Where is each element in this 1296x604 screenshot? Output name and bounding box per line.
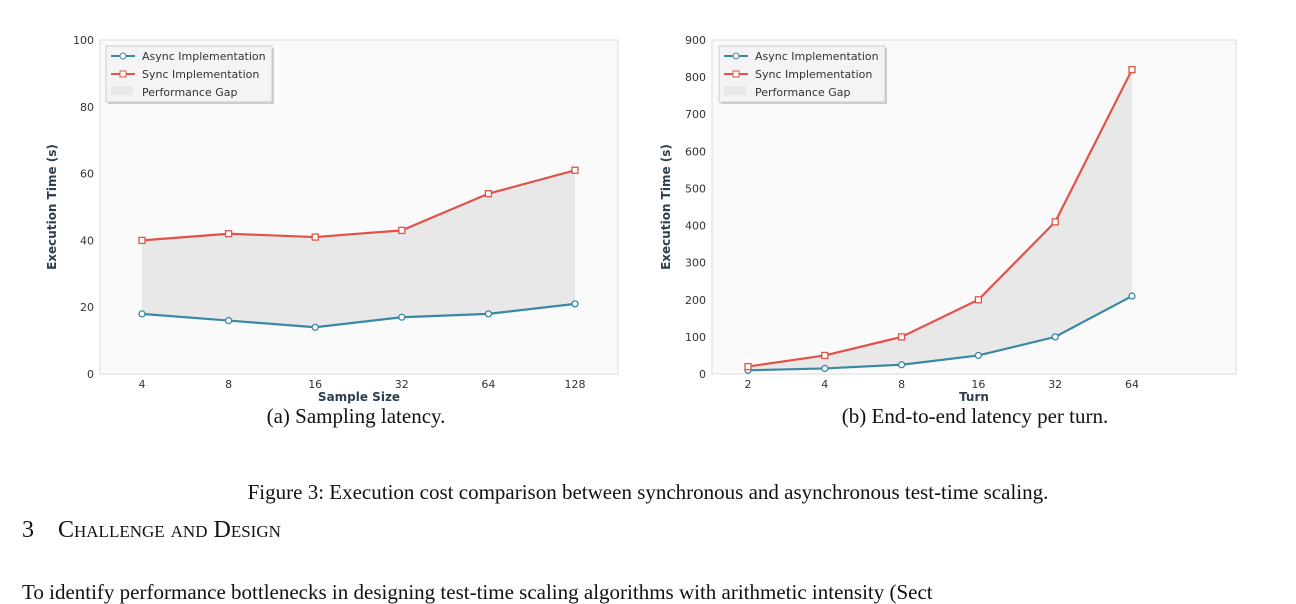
data-point-sync [821,351,829,360]
data-point-sync [224,230,233,238]
x-axis-label: Turn [959,390,989,404]
data-point-async [224,316,233,325]
data-point-async [1128,292,1136,300]
y-tick-label: 0 [87,368,94,381]
series-line-async [141,302,576,329]
data-point-sync [311,233,319,241]
data-point-sync [1051,218,1059,226]
y-tick-label: 100 [73,34,94,47]
y-tick-label: 800 [685,71,706,84]
y-tick-label: 20 [80,301,94,314]
subcaption-a: (a) Sampling latency. [266,404,446,428]
legend-label: Sync Implementation [755,68,872,81]
performance-gap-area [142,170,575,328]
legend-label: Performance Gap [142,86,237,99]
legend: Async Implementation Sync Implementation P… [105,45,274,104]
data-point-async [311,323,319,331]
section-number: 3 [22,517,34,543]
x-tick-label: 8 [225,378,232,391]
data-point-async [821,364,829,373]
x-tick-label: 128 [565,378,586,391]
x-tick-label: 16 [971,378,985,391]
chart-a: 0 20 40 60 80 100 4 8 16 32 64 128 Sample Size Execut… [45,34,619,404]
y-tick-label: 400 [685,220,706,233]
data-point-async [1051,333,1059,341]
x-tick-label: 16 [308,378,322,391]
x-axis-label: Sample Size [318,390,400,404]
x-tick-label: 32 [395,378,409,391]
section-heading: 3 Challenge and Design [22,518,305,542]
y-tick-label: 100 [685,331,706,344]
y-axis-label: Execution Time (s) [659,144,673,270]
legend-marker-square [732,70,740,78]
data-point-sync [138,236,146,245]
data-point-async [398,313,406,321]
data-point-async [484,310,493,318]
x-tick-label: 64 [1125,378,1139,391]
data-point-sync [744,362,752,371]
body-text: To identify performance bottlenecks in d… [22,580,933,604]
data-point-sync [974,296,983,304]
legend-marker-circle [732,52,740,60]
legend-label: Sync Implementation [142,68,259,81]
y-tick-label: 300 [685,257,706,270]
y-tick-label: 600 [685,145,706,158]
data-point-async [571,300,579,308]
x-tick-label: 2 [745,378,752,391]
data-point-async [897,361,906,369]
legend-fill-swatch [724,86,746,95]
performance-gap-area [748,69,1132,371]
x-tick-label: 4 [139,378,146,391]
y-tick-label: 0 [699,368,706,381]
data-point-async [974,351,983,360]
legend-fill-swatch [111,86,133,95]
legend-label: Performance Gap [755,86,850,99]
data-point-sync [1128,66,1136,74]
series-line-sync [141,169,576,242]
y-tick-label: 60 [80,168,94,181]
data-point-async [138,310,146,318]
data-point-sync [571,166,579,174]
section-title: Challenge and Design [58,517,281,543]
subcaption-b: (b) End-to-end latency per turn. [841,404,1109,428]
y-axis-label: Execution Time (s) [45,144,59,270]
figure-caption: Figure 3: Execution cost comparison betw… [247,480,1049,504]
y-tick-label: 200 [685,294,706,307]
y-tick-label: 40 [80,234,94,247]
legend-label: Async Implementation [755,50,879,63]
data-point-sync [484,189,493,198]
x-tick-label: 64 [481,378,495,391]
y-tick-label: 500 [685,182,706,195]
legend-marker-square [119,70,127,78]
series-line-async [747,295,1133,372]
data-point-sync [398,226,406,235]
x-tick-label: 8 [898,378,905,391]
legend-marker-circle [119,52,127,60]
chart-b: 0 100 200 300 400 500 600 700 800 900 2 4 8 16 32 64 Tur… [659,34,1237,404]
data-point-sync [897,333,906,341]
x-tick-label: 32 [1048,378,1062,391]
legend-label: Async Implementation [142,50,266,63]
y-tick-label: 700 [685,108,706,121]
x-tick-label: 4 [821,378,828,391]
legend: Async Implementation Sync Implementation P… [718,45,887,104]
y-tick-label: 900 [685,34,706,47]
series-line-sync [747,69,1133,368]
y-tick-label: 80 [80,101,94,114]
